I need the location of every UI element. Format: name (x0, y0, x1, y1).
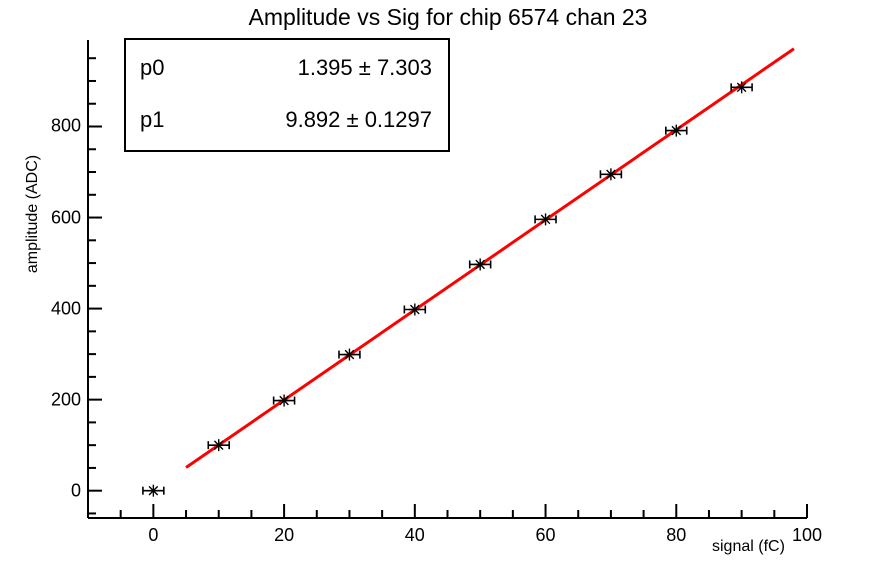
y-tick-label: 400 (50, 298, 81, 319)
y-tick-label: 0 (70, 480, 81, 501)
x-tick-label: 100 (791, 525, 823, 545)
stats-param-name: p0 (140, 55, 165, 80)
stats-param-value: 9.892 ± 0.1297 (285, 107, 432, 132)
y-tick-label: 200 (50, 389, 81, 410)
x-axis-title: signal (fC) (712, 538, 785, 555)
stats-param-name: p1 (140, 107, 165, 132)
y-tick-label: 600 (50, 207, 81, 228)
x-axis-ticks (87, 504, 808, 518)
y-tick-label: 800 (50, 115, 81, 136)
data-points (142, 81, 753, 497)
stats-row: p1 9.892 ± 0.1297 (126, 100, 448, 140)
stats-row: p0 1.395 ± 7.303 (126, 48, 448, 88)
fit-stats-box: p0 1.395 ± 7.303 p1 9.892 ± 0.1297 (124, 38, 450, 152)
x-tick-label: 60 (535, 525, 556, 545)
x-tick-label: 80 (666, 525, 687, 545)
x-tick-label: 40 (404, 525, 425, 545)
y-axis-ticks (88, 57, 102, 515)
stats-param-value: 1.395 ± 7.303 (297, 55, 432, 80)
x-tick-label: 0 (148, 525, 159, 545)
chart-title: Amplitude vs Sig for chip 6574 chan 23 (248, 4, 648, 30)
x-tick-label: 20 (274, 525, 295, 545)
